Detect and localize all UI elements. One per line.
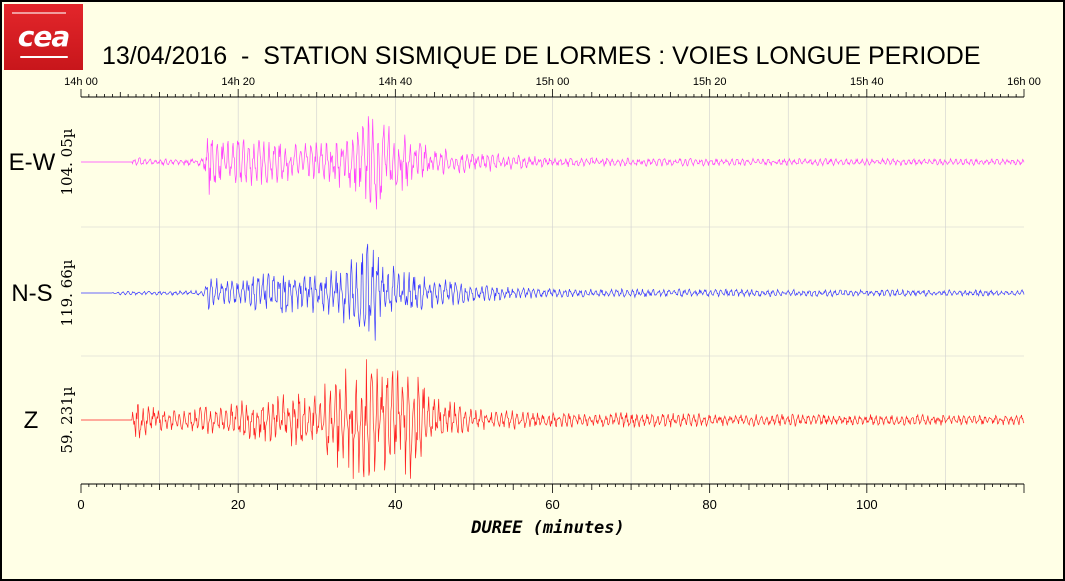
top-axis-tick-label: 14h 20 [221, 76, 255, 88]
trace-z [81, 359, 1025, 479]
top-axis-tick-label: 15h 40 [850, 76, 884, 88]
amplitude-scale-label: 59. 231µ [58, 386, 76, 453]
top-axis-tick-label: 15h 20 [693, 76, 727, 88]
x-tick-label: 100 [856, 497, 878, 512]
channel-label-n-s: N-S [11, 280, 52, 307]
x-tick-label: 0 [77, 497, 84, 512]
logo-swoosh [20, 56, 68, 58]
cea-logo: cea [4, 4, 83, 70]
channel-label-z: Z [24, 407, 39, 434]
trace-e-w [81, 116, 1025, 210]
top-axis-tick-label: 14h 00 [64, 76, 98, 88]
x-axis-label: DUREE (minutes) [470, 518, 625, 538]
logo-wordmark: cea [17, 20, 70, 53]
top-axis-tick-label: 14h 40 [379, 76, 413, 88]
logo-tagline-mark [12, 12, 66, 14]
x-tick-label: 60 [545, 497, 559, 512]
amplitude-scale-label: 119. 66µ [58, 259, 76, 326]
page-title: 13/04/2016 - STATION SISMIQUE DE LORMES … [102, 42, 981, 70]
amplitude-scale-label: 104. 05µ [58, 128, 76, 195]
top-axis-tick-label: 16h 00 [1007, 76, 1041, 88]
channel-label-e-w: E-W [9, 149, 56, 176]
trace-n-s [81, 243, 1025, 341]
x-tick-label: 20 [231, 497, 245, 512]
top-axis-tick-label: 15h 00 [536, 76, 570, 88]
x-tick-label: 40 [388, 497, 402, 512]
x-tick-label: 80 [702, 497, 716, 512]
